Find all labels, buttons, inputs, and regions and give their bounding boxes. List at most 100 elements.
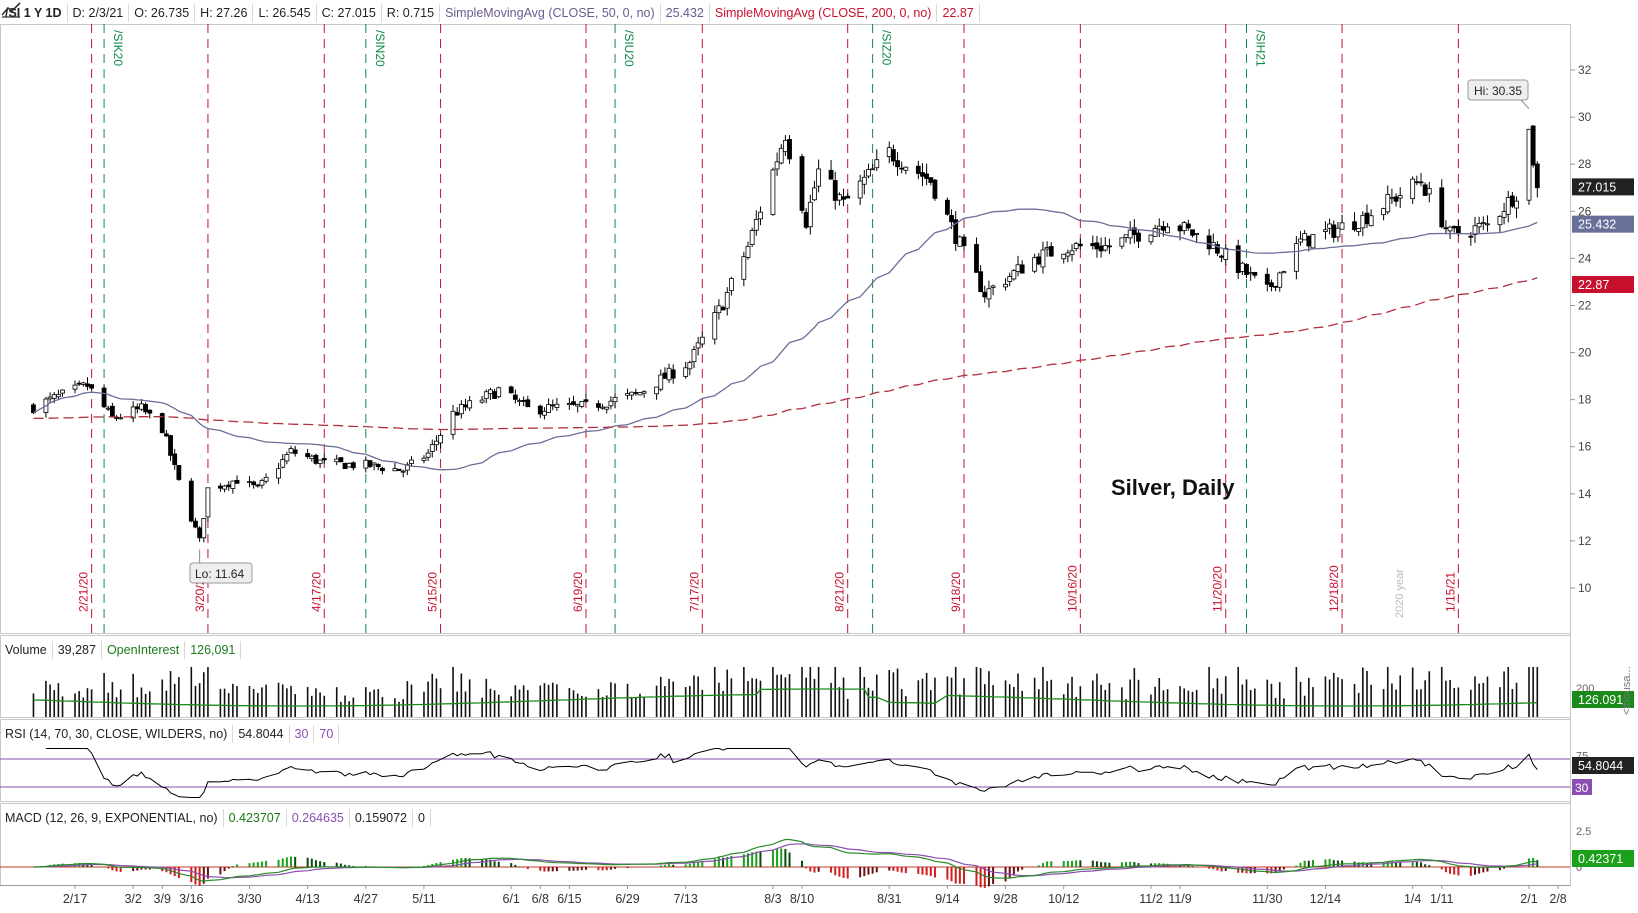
price-tick-label: 20 <box>1578 346 1592 360</box>
red-marker-label: 1/15/21 <box>1443 572 1457 612</box>
candle-body <box>961 236 967 247</box>
sma50-label[interactable]: SimpleMovingAvg (CLOSE, 50, 0, no) <box>440 4 661 22</box>
macd-label[interactable]: MACD (12, 26, 9, EXPONENTIAL, no) <box>0 809 224 827</box>
drawing-tools-icon[interactable] <box>0 0 22 18</box>
candle-body <box>604 406 610 410</box>
time-tick-label: 2/17 <box>63 892 87 906</box>
candle-body <box>845 195 851 199</box>
candle-body <box>687 362 693 370</box>
candle-body <box>728 278 734 292</box>
candle-body <box>1264 273 1270 285</box>
candle-body <box>1015 264 1021 272</box>
candle-body <box>55 394 61 398</box>
candle-body <box>139 403 144 410</box>
open-readout: O: 26.735 <box>129 4 196 22</box>
candle-body <box>1480 222 1486 224</box>
candle-body <box>629 391 635 396</box>
candle-body <box>608 400 614 407</box>
candle-body <box>990 285 996 288</box>
candle-body <box>1335 227 1341 238</box>
low-callout-box <box>189 562 253 584</box>
red-marker-label: 6/19/20 <box>571 572 585 612</box>
sma200-line <box>33 277 1538 431</box>
candle-body <box>1393 196 1399 202</box>
time-tick-label: 6/29 <box>615 892 639 906</box>
macd-value: 0.423707 <box>224 809 287 827</box>
price-tick-label: 18 <box>1578 393 1592 407</box>
candle-body <box>409 459 414 464</box>
candle-body <box>841 196 846 200</box>
candle-body <box>1439 187 1445 228</box>
candle-body <box>288 448 294 454</box>
time-tick-label: 1/4 <box>1404 892 1421 906</box>
time-tick-label: 3/9 <box>154 892 171 906</box>
candle-body <box>654 386 659 395</box>
candle-body <box>915 165 921 174</box>
candle-body <box>596 403 601 408</box>
macd-avg-value: 0.264635 <box>287 809 350 827</box>
red-marker-label: 5/15/20 <box>426 572 440 612</box>
candle-body <box>1077 243 1083 247</box>
panel-frames <box>0 24 1571 886</box>
candle-body <box>890 149 896 162</box>
candle-body <box>1331 224 1337 238</box>
candle-body <box>118 417 124 420</box>
candle-body <box>712 312 718 340</box>
rsi-30-badge: 30 <box>1575 781 1589 795</box>
candle-body <box>1422 184 1428 196</box>
sma200-label[interactable]: SimpleMovingAvg (CLOSE, 200, 0, no) <box>710 4 938 22</box>
candle-body <box>637 392 643 396</box>
candle-body <box>292 449 298 454</box>
candle-body <box>782 140 788 153</box>
candle-body <box>874 159 880 169</box>
volume-value: 39,287 <box>53 641 102 659</box>
last-price-badge-bg <box>1572 178 1634 196</box>
candle-body <box>496 387 502 398</box>
green-roll-markers: /SIK20/SIN20/SIU20/SIZ20/SIH21 <box>103 24 1268 633</box>
open-interest-label[interactable]: OpenInterest <box>102 641 186 659</box>
sma50-line <box>33 208 1538 471</box>
candle-body <box>666 367 672 381</box>
candle-body <box>1181 222 1187 231</box>
candle-body <box>1048 246 1054 257</box>
candle-body <box>205 487 211 518</box>
candle-body <box>920 172 925 177</box>
macd-last-badge-bg <box>1572 850 1634 867</box>
candle-body <box>612 396 618 403</box>
candle-body <box>1306 235 1312 247</box>
red-marker-label: 8/21/20 <box>833 572 847 612</box>
red-marker-label: 4/17/20 <box>309 572 323 612</box>
candle-body <box>143 404 149 413</box>
candle-body <box>109 405 115 417</box>
candle-body <box>1410 178 1416 200</box>
rsi-30-badge-bg <box>1572 779 1592 795</box>
green-marker-label: /SIH21 <box>1254 30 1268 67</box>
candle-body <box>1472 225 1478 236</box>
candle-body <box>434 440 439 446</box>
candle-body <box>450 410 456 435</box>
candle-body <box>521 400 527 402</box>
price-tick-label: 12 <box>1578 534 1592 548</box>
time-tick-label: 8/3 <box>764 892 781 906</box>
macd-axis-tick-top: 2.5 <box>1576 826 1591 838</box>
candle-body <box>217 485 223 489</box>
candle-body <box>1119 237 1125 247</box>
green-marker-label: /SIK20 <box>111 30 125 66</box>
candle-body <box>579 401 585 407</box>
candle-body <box>625 393 630 396</box>
candle-body <box>438 434 443 444</box>
candle-body <box>1136 232 1141 242</box>
candle-body <box>321 458 327 461</box>
candle-body <box>1003 283 1008 288</box>
time-tick-label: 3/30 <box>237 892 261 906</box>
time-tick-label: 4/27 <box>354 892 378 906</box>
volume-label[interactable]: Volume <box>0 641 53 659</box>
candle-body <box>367 460 373 468</box>
rsi-label[interactable]: RSI (14, 70, 30, CLOSE, WILDERS, no) <box>0 725 234 743</box>
candle-body <box>1036 256 1042 265</box>
candle-body <box>280 459 286 468</box>
candle-body <box>1090 243 1096 247</box>
price-tick-label: 32 <box>1578 63 1592 77</box>
candle-body <box>1302 233 1308 241</box>
volume-bars <box>32 667 1539 717</box>
